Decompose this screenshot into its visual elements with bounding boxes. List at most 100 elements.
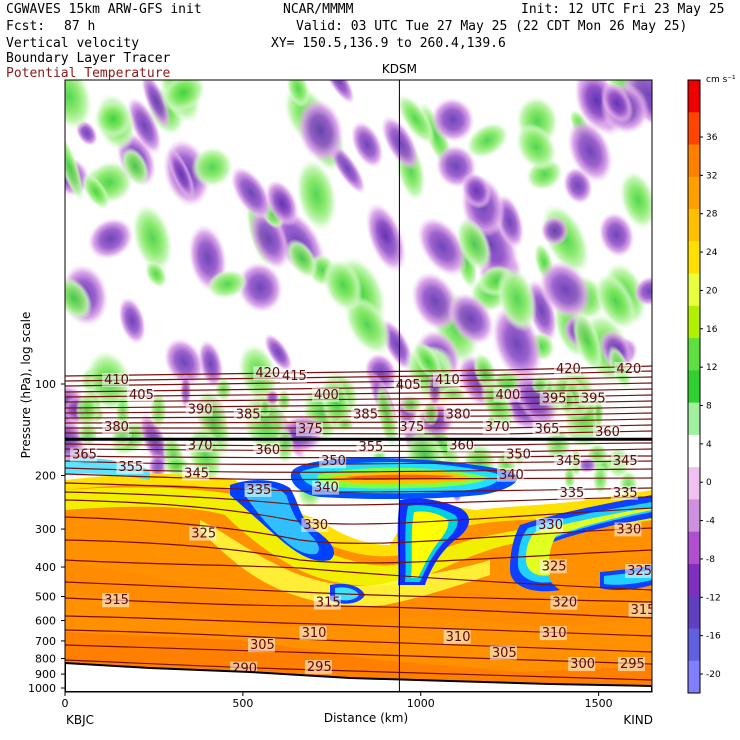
theta-label-bg <box>578 391 606 406</box>
updraft-cell <box>191 146 234 188</box>
colorbar-swatch <box>688 305 700 339</box>
downdraft-cell <box>350 121 384 169</box>
updraft-cell <box>286 238 318 279</box>
theta-label-bg <box>432 373 460 387</box>
x-tick-label: 0 <box>62 697 69 710</box>
colorbar-swatch <box>688 531 700 565</box>
theta-label: 330 <box>616 522 641 537</box>
theta-label-bg <box>489 645 517 660</box>
theta-label: 370 <box>188 438 213 453</box>
theta-label: 325 <box>542 559 567 574</box>
theta-label: 400 <box>495 388 520 403</box>
theta-label: 310 <box>542 626 567 641</box>
downdraft-cell <box>141 80 171 129</box>
colorbar-label: 36 <box>706 133 718 143</box>
theta-label: 335 <box>613 486 638 501</box>
theta-label: 395 <box>542 391 567 406</box>
theta-label-bg <box>253 443 281 458</box>
theta-label: 295 <box>620 657 645 672</box>
terrain-surface <box>65 661 652 692</box>
colorbar-label: -20 <box>706 670 721 680</box>
downdraft-cell <box>197 339 224 388</box>
colorbar-units: cm s⁻¹ <box>706 75 736 85</box>
downdraft-cell <box>365 202 407 273</box>
theta-label-bg <box>628 602 652 617</box>
theta-label-bg <box>102 373 130 387</box>
theta-label-bg <box>301 518 329 533</box>
updraft-cell <box>65 80 93 131</box>
colorbar-swatch <box>688 370 700 404</box>
colorbar-label: 4 <box>706 440 712 450</box>
colorbar-swatch <box>688 338 700 371</box>
colorbar-label: 28 <box>706 210 718 220</box>
theta-label-bg <box>185 438 213 453</box>
model-title: CGWAVES 15km ARW-GFS init <box>6 2 202 17</box>
theta-label-bg <box>393 378 421 393</box>
colorbar-swatch <box>688 144 700 178</box>
updraft-cell <box>161 80 206 113</box>
colorbar-swatch <box>688 434 700 468</box>
forecast-label: Fcst: <box>6 19 46 34</box>
valid-time: Valid: 03 UTC Tue 27 May 25 (22 CDT Mon … <box>296 19 688 34</box>
colorbar-swatch <box>688 241 700 275</box>
theta-label-bg <box>532 422 560 437</box>
updraft-cell <box>515 123 557 171</box>
theta-label-bg <box>253 366 281 381</box>
field-potential-temperature: Potential Temperature <box>6 66 171 81</box>
downdraft-cell <box>87 217 134 260</box>
theta-label: 405 <box>396 378 421 393</box>
updraft-cell <box>94 99 133 138</box>
updraft-cell <box>544 427 572 463</box>
theta-label-bg <box>443 629 471 644</box>
downdraft-cell <box>265 389 280 406</box>
theta-label-bg <box>493 387 521 402</box>
colorbar-label: 0 <box>706 478 712 488</box>
theta-label: 335 <box>246 483 271 498</box>
colorbar-swatch <box>688 176 700 210</box>
theta-label-bg <box>299 626 327 641</box>
downdraft-cell <box>230 166 273 220</box>
updraft-cell <box>206 269 248 299</box>
theta-label: 415 <box>282 369 307 384</box>
x-axis: 0 500 1000 1500 <box>62 692 613 710</box>
updraft-cell <box>344 295 392 355</box>
y-tick-label: 100 <box>35 378 56 391</box>
theta-label-bg <box>280 368 308 383</box>
theta-label-bg <box>539 391 567 406</box>
theta-label-bg <box>319 454 347 469</box>
theta-label: 345 <box>613 454 638 469</box>
colorbar-swatch <box>688 628 700 662</box>
theta-label: 420 <box>556 362 581 377</box>
theta-label-bg <box>127 387 155 402</box>
updraft-cell <box>323 258 363 311</box>
theta-label: 420 <box>616 362 641 377</box>
downdraft-cell <box>461 172 492 209</box>
updraft-cell <box>295 158 338 232</box>
updraft-cell <box>286 80 311 108</box>
y-tick-label: 800 <box>35 653 56 666</box>
theta-label: 390 <box>188 402 213 417</box>
theta-label-bg <box>313 595 341 610</box>
colorbar-label: -16 <box>706 632 721 642</box>
downdraft-cell <box>237 261 284 313</box>
x-tick-label: 1000 <box>407 697 435 710</box>
theta-label-bg <box>614 361 642 376</box>
updraft-cell <box>396 94 435 145</box>
theta-label: 310 <box>446 630 471 645</box>
theta-label: 395 <box>581 391 606 406</box>
theta-label: 315 <box>631 603 656 618</box>
theta-label-bg <box>70 447 98 462</box>
downdraft-cell <box>431 97 475 143</box>
updraft-cell <box>65 129 85 203</box>
forecast-hours: 87 h <box>64 19 96 34</box>
chart-title: KDSM <box>382 62 417 76</box>
theta-label-bg <box>610 485 638 500</box>
y-tick-label: 900 <box>35 668 56 681</box>
downdraft-cell <box>127 96 162 155</box>
theta-label-bg <box>312 480 340 495</box>
theta-label: 315 <box>316 596 341 611</box>
downdraft-cell <box>540 216 569 246</box>
theta-label: 300 <box>570 657 595 672</box>
theta-label-bg <box>539 559 567 574</box>
